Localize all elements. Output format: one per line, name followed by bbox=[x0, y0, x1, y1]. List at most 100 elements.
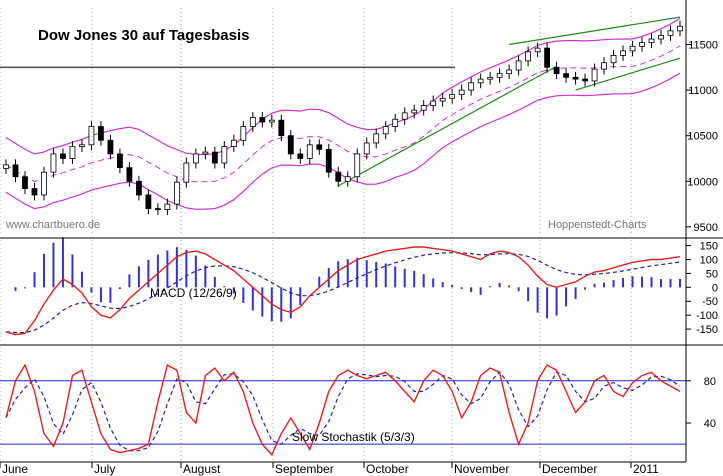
uptrend-line-lower bbox=[337, 65, 557, 187]
price-panel bbox=[0, 16, 683, 216]
candle-body bbox=[496, 73, 503, 78]
macd-signal-line bbox=[5, 252, 681, 334]
candle-body bbox=[477, 78, 484, 84]
candle-body bbox=[563, 73, 569, 78]
candle-body bbox=[373, 133, 380, 144]
candle-body bbox=[240, 126, 247, 141]
candle-body bbox=[525, 51, 532, 62]
month-label: July bbox=[94, 462, 115, 476]
watermark-left: www.chartbuero.de bbox=[5, 219, 100, 231]
bollinger-lower-band bbox=[5, 72, 681, 210]
candle-body bbox=[249, 117, 256, 127]
stochastic-d-line bbox=[5, 371, 681, 452]
month-label: December bbox=[542, 462, 597, 476]
watermark-right: Hoppenstedt-Charts bbox=[548, 219, 647, 231]
candle-body bbox=[173, 181, 180, 205]
candle-body bbox=[31, 188, 38, 196]
stochastic-k-line bbox=[5, 363, 681, 456]
candle-body bbox=[591, 68, 598, 82]
month-label: September bbox=[275, 462, 334, 476]
candle-body bbox=[12, 164, 19, 178]
candle-body bbox=[458, 89, 465, 96]
candle-body bbox=[183, 162, 190, 183]
candle-body bbox=[430, 100, 437, 106]
macd-tick-label: 150 bbox=[700, 241, 718, 253]
candle-body bbox=[534, 47, 541, 53]
month-label: June bbox=[2, 462, 28, 476]
stochastic-axis: 80 40 bbox=[686, 376, 716, 430]
candle-body bbox=[211, 151, 218, 164]
candle-body bbox=[164, 203, 171, 210]
candle-body bbox=[610, 55, 617, 64]
candle-body bbox=[154, 208, 161, 211]
candle-body bbox=[3, 164, 9, 169]
candle-body bbox=[50, 153, 57, 173]
stochastic-panel bbox=[0, 363, 686, 456]
price-tick-label: 9500 bbox=[694, 222, 718, 234]
macd-tick-label: -100 bbox=[696, 310, 718, 322]
macd-tick-label: -150 bbox=[696, 324, 718, 336]
candle-body bbox=[325, 148, 332, 173]
candle-body bbox=[136, 180, 142, 196]
price-tick-label: 10000 bbox=[687, 176, 718, 188]
stochastic-tick-label: 80 bbox=[704, 376, 716, 388]
candle-body bbox=[487, 76, 494, 80]
candle-body bbox=[278, 119, 285, 137]
candle-body bbox=[88, 126, 95, 146]
candle-body bbox=[553, 66, 560, 75]
candle-body bbox=[98, 126, 104, 141]
candle-body bbox=[382, 126, 389, 135]
macd-tick-label: -50 bbox=[702, 296, 718, 308]
candle-body bbox=[41, 171, 47, 196]
candle-body bbox=[363, 142, 370, 155]
candle-body bbox=[572, 76, 579, 80]
macd-panel bbox=[5, 237, 681, 336]
candle-body bbox=[544, 47, 550, 68]
macd-tick-label: 0 bbox=[712, 282, 718, 294]
candle-body bbox=[468, 82, 475, 91]
candle-body bbox=[667, 30, 674, 36]
candle-body bbox=[601, 62, 607, 70]
candle-body bbox=[344, 176, 351, 182]
month-label: October bbox=[366, 462, 409, 476]
macd-line bbox=[5, 246, 681, 336]
candle-body bbox=[506, 69, 513, 75]
candle-body bbox=[297, 153, 304, 159]
candle-body bbox=[439, 97, 446, 102]
candle-body bbox=[515, 60, 522, 71]
candle-body bbox=[658, 34, 664, 40]
month-label: August bbox=[183, 462, 221, 476]
channel-line-lower bbox=[575, 57, 681, 91]
candle-body bbox=[648, 38, 655, 44]
bollinger-upper-band bbox=[5, 17, 681, 156]
price-axis: 9500 10000 10500 11000 11500 bbox=[686, 39, 718, 234]
candle-body bbox=[639, 42, 645, 47]
stochastic-tick-label: 40 bbox=[704, 418, 716, 430]
candle-body bbox=[582, 78, 588, 82]
candle-body bbox=[126, 167, 133, 182]
candle-body bbox=[354, 153, 361, 178]
candle-body bbox=[335, 171, 342, 182]
stochastic-label: Slow Stochastik (5/3/3) bbox=[292, 430, 415, 444]
candle-body bbox=[107, 139, 114, 155]
candle-body bbox=[401, 112, 408, 120]
month-label: November bbox=[454, 462, 509, 476]
candle-body bbox=[22, 176, 28, 189]
candle-body bbox=[420, 105, 427, 111]
price-tick-label: 10500 bbox=[687, 131, 718, 143]
candle-body bbox=[221, 146, 228, 164]
macd-tick-label: 50 bbox=[706, 268, 718, 280]
month-axis: June July August September October November De… bbox=[0, 8, 659, 476]
candle-body bbox=[268, 119, 275, 123]
candle-body bbox=[192, 153, 199, 164]
candle-body bbox=[620, 50, 626, 56]
candle-body bbox=[306, 144, 313, 159]
candle-body bbox=[411, 109, 418, 114]
macd-tick-label: 100 bbox=[700, 254, 718, 266]
candle-body bbox=[316, 144, 323, 150]
candle-body bbox=[677, 25, 683, 32]
candle-body bbox=[392, 118, 399, 127]
chart-title: Dow Jones 30 auf Tagesbasis bbox=[38, 27, 249, 44]
